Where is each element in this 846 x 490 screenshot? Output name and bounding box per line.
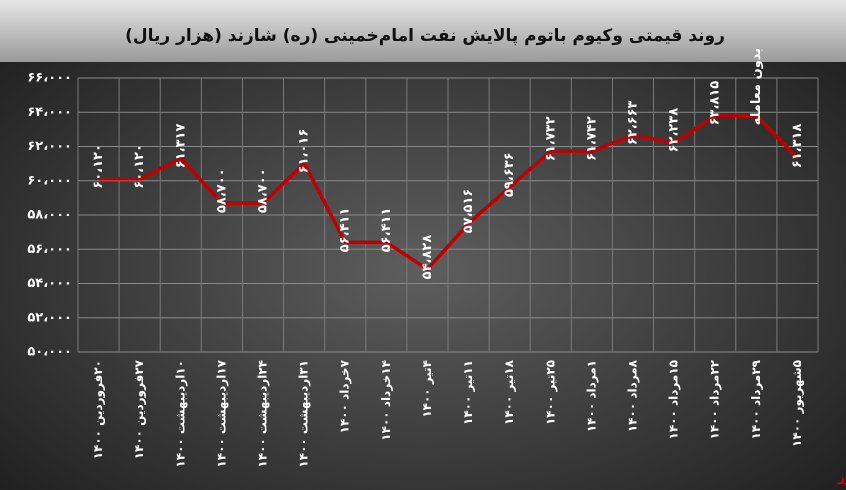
data-label: ۶۱،۷۳۲ <box>543 116 558 161</box>
data-label: ۵۸،۷۰۰ <box>256 168 271 213</box>
x-tick-label: ۲۷فروردین ۱۴۰۰ <box>132 359 147 459</box>
title-band <box>0 0 846 62</box>
y-tick-label: ۶۲،۰۰۰ <box>27 139 72 154</box>
x-tick-label: ۱۵مرداد ۱۴۰۰ <box>667 360 681 439</box>
x-tick-label: ۱۸تیر ۱۴۰۰ <box>502 359 516 425</box>
data-label: ۶۱،۰۱۶ <box>297 129 312 174</box>
x-tick-label: ۱۴خرداد ۱۴۰۰ <box>379 360 393 441</box>
x-tick-label: ۲۴اردیبهشت ۱۴۰۰ <box>256 360 270 468</box>
y-tick-label: ۵۴،۰۰۰ <box>27 276 72 291</box>
data-label: ۶۲،۶۶۳ <box>626 100 641 145</box>
x-tick-label: ۱۷اردیبهشت ۱۴۰۰ <box>214 359 228 467</box>
x-tick-label: ۴تیر ۱۴۰۰ <box>420 360 434 418</box>
x-tick-label: ۵شهریور ۱۴۰۰ <box>790 360 805 447</box>
y-tick-label: ۶۰،۰۰۰ <box>27 173 72 188</box>
data-label: ۶۱،۳۱۸ <box>790 124 805 169</box>
y-tick-label: ۵۰،۰۰۰ <box>27 345 72 360</box>
source: بورس نیوز <box>837 471 846 486</box>
data-label: بدون معامله <box>749 48 764 126</box>
data-label: ۵۶،۴۱۱ <box>379 208 394 253</box>
data-label: ۶۱،۷۴۲ <box>584 116 599 161</box>
data-label: ۶۲،۲۳۸ <box>667 108 682 153</box>
y-tick-label: ۶۶،۰۰۰ <box>27 71 72 86</box>
x-tick-label: ۲۹مرداد ۱۴۰۰ <box>749 359 763 439</box>
x-tick-label: ۳۱اردیبهشت ۱۴۰۰ <box>297 360 311 468</box>
y-tick-label: ۶۴،۰۰۰ <box>27 105 72 120</box>
x-tick-label: ۱۱تیر ۱۴۰۰ <box>461 360 475 425</box>
x-tick-label: ۱مرداد ۱۴۰۰ <box>584 360 598 432</box>
data-label: ۵۷،۵۱۶ <box>461 189 476 234</box>
data-label: ۶۰،۱۲۰ <box>132 144 147 189</box>
x-tick-label: ۱۰اردیبهشت ۱۴۰۰ <box>173 360 187 468</box>
x-tick-label: ۲۵تیر ۱۴۰۰ <box>543 360 557 425</box>
x-tick-label: ۷خرداد ۱۴۰۰ <box>338 359 352 433</box>
data-label: ۵۹،۶۳۶ <box>502 152 517 197</box>
data-label: ۶۱،۳۱۷ <box>173 124 188 169</box>
x-tick-label: ۸مرداد ۱۴۰۰ <box>626 359 640 432</box>
line <box>98 113 799 272</box>
y-tick-label: ۵۲،۰۰۰ <box>27 310 72 325</box>
x-tick-label: ۲۲مرداد ۱۴۰۰ <box>708 359 722 439</box>
chart-title: روند قیمتی وکیوم باتوم پالایش نفت امام‌خ… <box>125 26 725 46</box>
data-label: ۵۴،۸۲۸ <box>420 235 435 280</box>
y-tick-label: ۵۸،۰۰۰ <box>27 208 72 223</box>
data-label: ۵۶،۴۱۱ <box>338 208 353 253</box>
x-tick-label: ۲۰فروردین ۱۴۰۰ <box>91 360 106 459</box>
data-label: ۶۰،۱۲۰ <box>91 144 106 189</box>
data-label: ۵۸،۷۰۰ <box>214 168 229 213</box>
y-tick-label: ۵۶،۰۰۰ <box>27 242 72 257</box>
data-label: ۶۳،۸۱۵ <box>708 81 723 126</box>
